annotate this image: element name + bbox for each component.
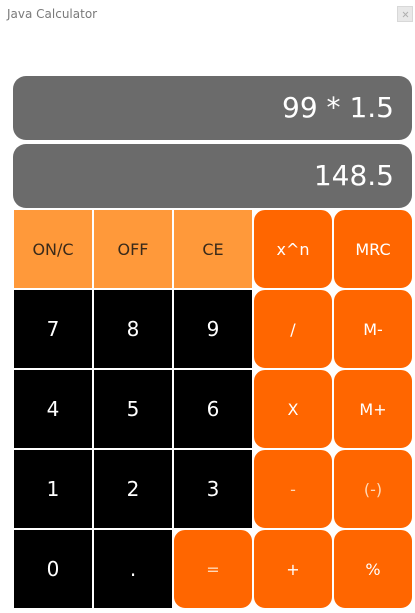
memory-minus-button[interactable]: M- bbox=[333, 289, 413, 369]
digit-0-button[interactable]: 0 bbox=[13, 529, 93, 609]
off-button[interactable]: OFF bbox=[93, 209, 173, 289]
decimal-point-button[interactable]: . bbox=[93, 529, 173, 609]
digit-3-button[interactable]: 3 bbox=[173, 449, 253, 529]
equals-button[interactable]: = bbox=[173, 529, 253, 609]
multiply-button[interactable]: X bbox=[253, 369, 333, 449]
digit-5-button[interactable]: 5 bbox=[93, 369, 173, 449]
digit-6-button[interactable]: 6 bbox=[173, 369, 253, 449]
minus-button[interactable]: - bbox=[253, 449, 333, 529]
title-bar: Java Calculator bbox=[0, 0, 415, 28]
on-clear-button[interactable]: ON/C bbox=[13, 209, 93, 289]
digit-1-button[interactable]: 1 bbox=[13, 449, 93, 529]
close-icon[interactable] bbox=[397, 6, 413, 22]
digit-7-button[interactable]: 7 bbox=[13, 289, 93, 369]
digit-8-button[interactable]: 8 bbox=[93, 289, 173, 369]
memory-plus-button[interactable]: M+ bbox=[333, 369, 413, 449]
plus-button[interactable]: + bbox=[253, 529, 333, 609]
clear-entry-button[interactable]: CE bbox=[173, 209, 253, 289]
memory-recall-button[interactable]: MRC bbox=[333, 209, 413, 289]
percent-button[interactable]: % bbox=[333, 529, 413, 609]
negate-button[interactable]: (-) bbox=[333, 449, 413, 529]
divide-button[interactable]: / bbox=[253, 289, 333, 369]
power-button[interactable]: x^n bbox=[253, 209, 333, 289]
digit-9-button[interactable]: 9 bbox=[173, 289, 253, 369]
result-display: 148.5 bbox=[13, 144, 412, 208]
expression-display: 99 * 1.5 bbox=[13, 76, 412, 140]
digit-4-button[interactable]: 4 bbox=[13, 369, 93, 449]
digit-2-button[interactable]: 2 bbox=[93, 449, 173, 529]
window-title: Java Calculator bbox=[7, 7, 98, 21]
